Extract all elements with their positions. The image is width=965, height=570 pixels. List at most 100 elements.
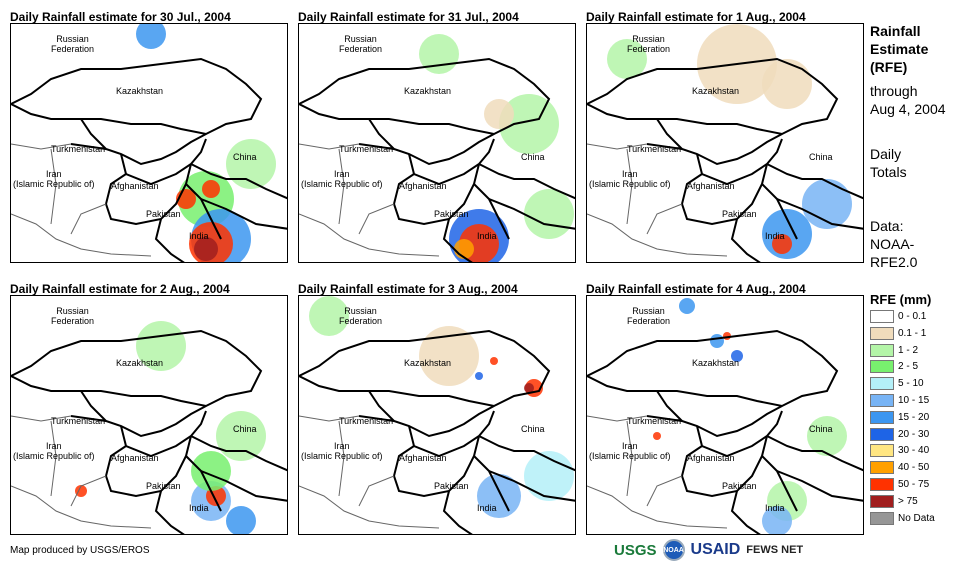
country-border xyxy=(104,435,192,498)
rainfall-area xyxy=(807,416,847,456)
map-canvas xyxy=(587,298,863,534)
panel-title: Daily Rainfall estimate for 3 Aug., 2004 xyxy=(298,282,518,296)
side-title: Rainfall Estimate (RFE) xyxy=(870,22,928,76)
country-border xyxy=(200,470,287,502)
legend-item: 0 - 0.1 xyxy=(870,310,926,323)
rainfall-area xyxy=(454,239,474,259)
footer-credit: Map produced by USGS/EROS xyxy=(10,545,150,556)
legend-label: 50 - 75 xyxy=(898,479,930,490)
side-daily: Daily Totals xyxy=(870,145,907,181)
side-date-text: Aug 4, 2004 xyxy=(870,101,946,117)
rainfall-area xyxy=(710,334,724,348)
legend-label: 5 - 10 xyxy=(898,378,924,390)
legend-label: 2 - 5 xyxy=(898,361,919,373)
country-label-pakistan: Pakistan xyxy=(146,481,181,491)
country-border xyxy=(11,415,152,529)
legend-title: RFE (mm) xyxy=(870,292,932,307)
legend-label: 10 - 15 xyxy=(898,395,930,406)
rainfall-area xyxy=(477,474,521,518)
legend-label: > 75 xyxy=(898,495,918,507)
rainfall-area xyxy=(524,189,574,239)
country-border xyxy=(656,390,783,438)
country-label-iran: Iran (Islamic Republic of) xyxy=(301,441,383,461)
country-label-iran: Iran (Islamic Republic of) xyxy=(13,169,95,189)
country-label-iran: Iran (Islamic Republic of) xyxy=(589,169,671,189)
country-border xyxy=(11,57,263,136)
country-border xyxy=(776,470,863,502)
legend-item: 40 - 50 xyxy=(870,461,929,475)
map-canvas xyxy=(299,34,575,262)
legend-item: > 75 xyxy=(870,494,918,508)
rainfall-area xyxy=(524,383,534,393)
legend-item: 0.1 - 1 xyxy=(870,326,926,340)
country-label-russia: Russian Federation xyxy=(627,34,671,54)
legend-item: 10 - 15 xyxy=(870,394,929,407)
legend-label: 20 - 30 xyxy=(898,428,930,440)
country-border xyxy=(442,435,575,534)
country-label-kazakhstan: Kazakhstan xyxy=(692,358,740,368)
rainfall-map-panel: Russian Federation Kazakhstan Turkmenistan… xyxy=(298,295,576,535)
country-label-kazakhstan: Kazakhstan xyxy=(404,86,452,96)
legend-swatch xyxy=(870,478,894,491)
fews-net-logo: FEWS NET xyxy=(746,544,804,556)
country-label-india: India xyxy=(477,503,497,513)
country-border xyxy=(392,435,480,498)
country-label-kazakhstan: Kazakhstan xyxy=(116,86,164,96)
rainfall-map-panel: Russian Federation Kazakhstan Turkmenistan… xyxy=(298,23,576,263)
country-border xyxy=(680,435,768,498)
country-label-russia: Russian Federation xyxy=(339,306,383,326)
country-label-turkmenistan: Turkmenistan xyxy=(51,144,106,154)
rainfall-area xyxy=(216,411,266,461)
rainfall-map-panel: Russian Federation Kazakhstan Turkmenistan… xyxy=(10,23,288,263)
country-border xyxy=(392,163,480,226)
country-label-kazakhstan: Kazakhstan xyxy=(404,358,452,368)
country-border xyxy=(11,143,152,257)
side-title-line: Rainfall xyxy=(870,23,921,39)
legend-swatch xyxy=(870,494,894,508)
country-label-iran: Iran (Islamic Republic of) xyxy=(13,441,95,461)
country-border xyxy=(488,198,575,230)
country-border xyxy=(368,390,495,438)
side-totals-text: Totals xyxy=(870,164,907,180)
legend-swatch xyxy=(870,360,894,374)
side-daily-text: Daily xyxy=(870,146,902,162)
country-label-pakistan: Pakistan xyxy=(434,209,469,219)
country-label-afghanistan: Afghanistan xyxy=(687,181,735,191)
country-label-afghanistan: Afghanistan xyxy=(687,453,735,463)
legend-label: 0 - 0.1 xyxy=(898,311,927,322)
country-label-india: India xyxy=(765,231,785,241)
rainfall-area xyxy=(202,180,220,198)
rainfall-area xyxy=(772,234,792,254)
country-label-china: China xyxy=(809,152,833,162)
rainfall-map-panel: Russian Federation Kazakhstan Turkmenistan… xyxy=(10,295,288,535)
country-border xyxy=(299,415,440,529)
country-label-afghanistan: Afghanistan xyxy=(111,453,159,463)
map-canvas xyxy=(587,24,863,262)
country-label-russia: Russian Federation xyxy=(51,34,95,54)
rainfall-area xyxy=(762,59,812,109)
legend-item: 20 - 30 xyxy=(870,427,930,441)
rainfall-area xyxy=(191,451,231,491)
side-title-line: (RFE) xyxy=(870,59,908,75)
country-label-turkmenistan: Turkmenistan xyxy=(339,144,394,154)
country-border xyxy=(11,329,263,408)
country-label-china: China xyxy=(233,424,257,434)
rainfall-area xyxy=(136,24,166,49)
country-border xyxy=(656,118,783,166)
country-label-turkmenistan: Turkmenistan xyxy=(627,144,682,154)
country-border xyxy=(368,118,495,166)
country-label-russia: Russian Federation xyxy=(51,306,95,326)
country-label-iran: Iran (Islamic Republic of) xyxy=(301,169,383,189)
legend-label: 1 - 2 xyxy=(898,344,919,356)
legend-swatch xyxy=(870,444,894,458)
country-label-turkmenistan: Turkmenistan xyxy=(627,416,682,426)
country-border xyxy=(488,470,575,502)
rainfall-area xyxy=(653,432,661,440)
country-label-india: India xyxy=(765,503,785,513)
country-border xyxy=(587,329,839,408)
country-border xyxy=(104,163,192,226)
usgs-logo: USGS xyxy=(614,541,657,559)
map-canvas xyxy=(11,24,287,262)
country-border xyxy=(442,163,575,262)
country-label-china: China xyxy=(521,152,545,162)
